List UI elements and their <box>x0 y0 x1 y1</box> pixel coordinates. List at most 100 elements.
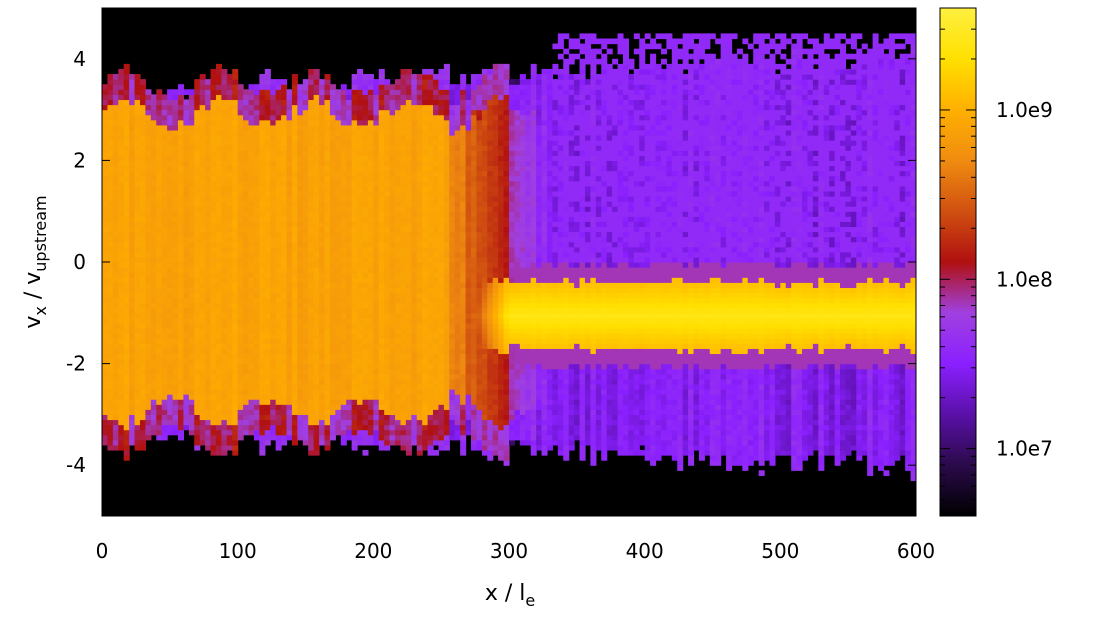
heatmap-cell <box>199 424 206 431</box>
heatmap-cell <box>102 175 109 182</box>
heatmap-cell <box>302 170 309 177</box>
heatmap-cell <box>329 104 336 111</box>
heatmap-cell <box>102 353 109 360</box>
heatmap-cell <box>460 424 467 431</box>
heatmap-cell <box>411 297 418 304</box>
heatmap-cell <box>139 135 147 141</box>
heatmap-cell <box>145 114 152 121</box>
heatmap-cell <box>107 135 114 141</box>
heatmap-cell <box>156 302 163 309</box>
heatmap-cell <box>232 216 239 222</box>
heatmap-cell <box>297 394 304 400</box>
heatmap-cell <box>286 338 293 344</box>
heatmap-cell <box>232 185 239 192</box>
heatmap-cell <box>395 404 402 410</box>
heatmap-cell <box>112 292 119 299</box>
heatmap-cell <box>167 99 174 106</box>
heatmap-cell <box>194 363 201 370</box>
heatmap-cell <box>416 419 423 426</box>
heatmap-cell <box>389 348 396 355</box>
heatmap-cell <box>449 322 456 329</box>
heatmap-cell <box>384 394 391 400</box>
heatmap-cell <box>340 211 347 217</box>
heatmap-cell <box>139 129 147 136</box>
heatmap-cell <box>226 439 233 446</box>
heatmap-cell <box>438 389 445 395</box>
heatmap-cell <box>167 328 174 334</box>
heatmap-cell <box>422 297 429 304</box>
heatmap-cell <box>226 262 233 268</box>
heatmap-cell <box>118 74 125 80</box>
heatmap-cell <box>319 114 326 121</box>
heatmap-cell <box>183 404 190 410</box>
heatmap-cell <box>281 226 288 233</box>
heatmap-cell <box>411 180 418 187</box>
heatmap-cell <box>389 231 396 238</box>
heatmap-cell <box>237 145 244 151</box>
heatmap-cell <box>194 373 201 380</box>
heatmap-cell <box>226 424 233 431</box>
heatmap-cell <box>367 170 374 177</box>
heatmap-cell <box>118 201 125 207</box>
heatmap-cell <box>156 389 163 395</box>
heatmap-cell <box>281 414 288 421</box>
heatmap-cell <box>270 399 277 405</box>
heatmap-cell <box>384 439 391 446</box>
heatmap-cell <box>188 328 195 334</box>
heatmap-cell <box>308 419 315 426</box>
heatmap-cell <box>102 221 109 228</box>
heatmap-cell <box>340 180 347 187</box>
heatmap-cell <box>286 256 293 263</box>
heatmap-cell <box>134 282 141 288</box>
heatmap-cell <box>433 84 440 90</box>
heatmap-cell <box>107 114 114 121</box>
heatmap-cell <box>188 109 195 116</box>
heatmap-cell <box>172 185 179 192</box>
heatmap-cell <box>167 358 174 365</box>
heatmap-cell <box>433 378 440 385</box>
heatmap-cell <box>145 424 152 431</box>
heatmap-cell <box>340 409 347 415</box>
heatmap-cell <box>308 180 315 187</box>
heatmap-cell <box>118 160 125 167</box>
heatmap-cell <box>226 292 233 299</box>
heatmap-cell <box>199 312 206 319</box>
heatmap-cell <box>167 282 174 288</box>
heatmap-cell <box>161 272 168 278</box>
heatmap-cell <box>389 206 396 212</box>
heatmap-cell <box>302 277 309 283</box>
heatmap-cell <box>270 302 277 309</box>
heatmap-cell <box>319 333 326 339</box>
heatmap-cell <box>389 170 396 177</box>
heatmap-cell <box>123 170 130 177</box>
heatmap-cell <box>378 211 385 217</box>
heatmap-cell <box>313 74 320 80</box>
heatmap-cell <box>346 373 353 380</box>
heatmap-cell <box>471 79 478 85</box>
heatmap-cell <box>107 89 114 95</box>
heatmap-cell <box>281 404 288 410</box>
heatmap-cell <box>107 277 114 283</box>
heatmap-cell <box>324 185 331 192</box>
heatmap-cell <box>438 180 445 187</box>
heatmap-cell <box>357 246 364 253</box>
heatmap-cell <box>335 226 342 233</box>
heatmap-cell <box>129 140 136 146</box>
heatmap-cell <box>172 363 179 370</box>
heatmap-cell <box>313 68 320 75</box>
heatmap-cell <box>329 201 336 207</box>
heatmap-cell <box>150 378 157 385</box>
heatmap-cell <box>319 165 326 172</box>
heatmap-cell <box>433 262 440 268</box>
heatmap-cell <box>454 297 461 304</box>
heatmap-cell <box>237 165 244 172</box>
heatmap-cell <box>226 99 233 106</box>
heatmap-cell <box>335 328 342 334</box>
heatmap-cell <box>226 216 233 222</box>
heatmap-cell <box>422 74 429 80</box>
heatmap-cell <box>427 155 434 161</box>
heatmap-cell <box>433 185 440 192</box>
heatmap-cell <box>335 155 342 161</box>
heatmap-cell <box>259 439 266 446</box>
heatmap-cell <box>367 221 374 228</box>
